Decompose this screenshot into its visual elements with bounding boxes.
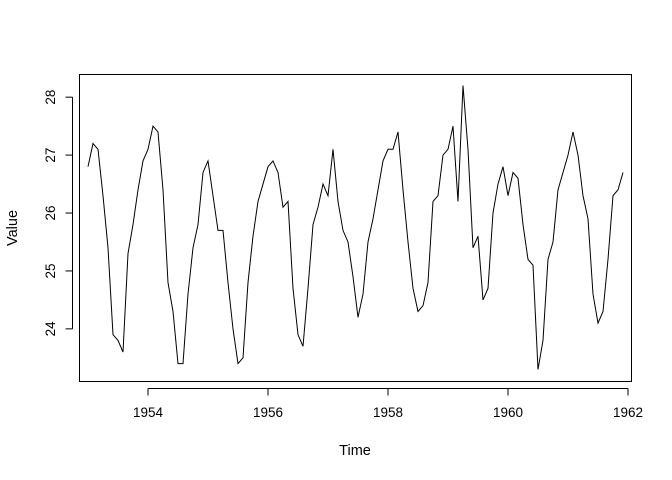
x-axis-title: Time [339,443,371,459]
y-tick-label: 28 [43,90,58,105]
y-tick-label: 25 [43,263,58,278]
y-axis: 24 25 26 27 28 [43,90,73,337]
x-tick-label: 1962 [613,405,643,420]
y-tick-label: 24 [43,321,58,337]
plot-frame [79,74,632,382]
x-tick-label: 1958 [373,405,403,420]
y-tick-label: 26 [43,206,58,221]
y-axis-title: Value [5,210,21,246]
x-tick-label: 1954 [133,405,164,420]
y-tick-label: 27 [43,148,58,163]
x-tick-label: 1960 [493,405,523,420]
x-tick-label: 1956 [253,405,283,420]
series-line [87,85,624,370]
x-axis: 1954 1956 1958 1960 1962 [133,388,643,420]
